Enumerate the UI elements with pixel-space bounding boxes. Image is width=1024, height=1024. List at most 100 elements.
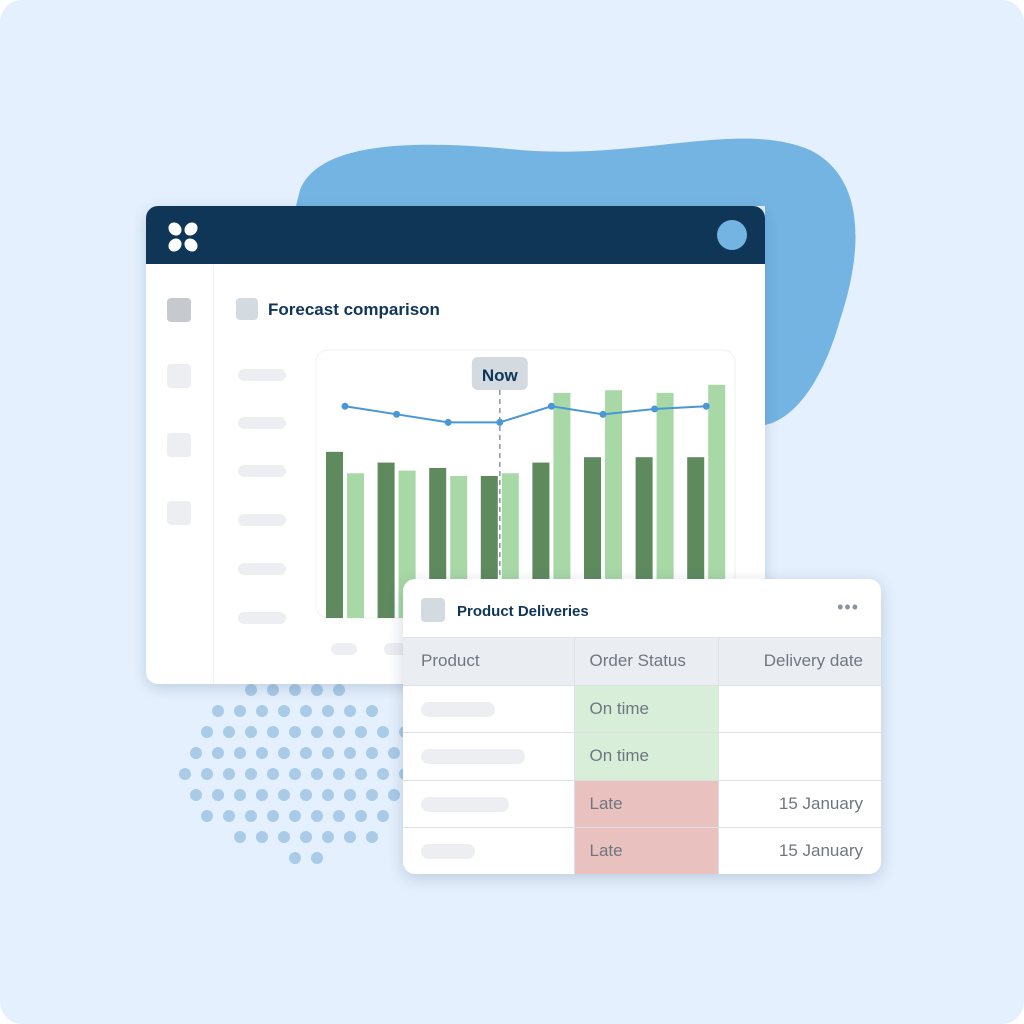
actual-bar: [635, 457, 653, 618]
decorative-dot: [311, 684, 323, 696]
decorative-dot: [300, 789, 312, 801]
decorative-dot: [366, 705, 378, 717]
sidebar: [146, 264, 214, 684]
axis-label-placeholder: [238, 563, 286, 575]
decorative-dot: [223, 810, 235, 822]
delivery-date-cell: [717, 684, 881, 733]
status-cell: Late: [573, 779, 719, 828]
actual-bar: [584, 457, 601, 618]
delivery-date-cell: 15 January: [717, 779, 881, 828]
column-header-order-status[interactable]: Order Status: [573, 637, 719, 686]
decorative-dot: [245, 768, 257, 780]
decorative-dot: [245, 684, 257, 696]
decorative-dot: [289, 852, 301, 864]
column-header-product[interactable]: Product: [403, 637, 575, 686]
status-cell: Late: [573, 827, 719, 874]
trend-point: [496, 418, 504, 426]
decorative-dot: [256, 789, 268, 801]
butterfly-logo-icon: [168, 222, 198, 252]
decorative-dot: [366, 747, 378, 759]
trend-point: [444, 418, 452, 426]
trend-point: [393, 410, 401, 418]
decorative-dot: [300, 705, 312, 717]
decorative-dot: [267, 768, 279, 780]
user-avatar[interactable]: [717, 220, 747, 250]
status-cell: On time: [573, 732, 719, 781]
decorative-dot: [278, 789, 290, 801]
decorative-dot: [322, 789, 334, 801]
decorative-dot: [278, 705, 290, 717]
decorative-dot: [333, 768, 345, 780]
decorative-dot: [278, 747, 290, 759]
decorative-dot: [333, 684, 345, 696]
trend-point: [702, 402, 710, 410]
decorative-dot: [289, 726, 301, 738]
decorative-dot: [333, 810, 345, 822]
decorative-dot: [388, 789, 400, 801]
decorative-dot: [212, 747, 224, 759]
actual-bar: [326, 451, 343, 618]
decorative-dot: [245, 726, 257, 738]
axis-label-placeholder: [238, 612, 286, 624]
delivery-date-cell: [717, 732, 881, 781]
decorative-dot: [366, 789, 378, 801]
product-cell: [403, 684, 575, 733]
decorative-dot: [344, 705, 356, 717]
forecast-bar: [656, 392, 674, 618]
decorative-dot: [234, 747, 246, 759]
delivery-date-cell: 15 January: [717, 827, 881, 874]
sidebar-item[interactable]: [167, 364, 191, 388]
product-cell: [403, 779, 575, 828]
decorative-dot: [234, 831, 246, 843]
now-badge: [471, 357, 528, 390]
card-title: Product Deliveries: [457, 603, 589, 620]
decorative-dot: [333, 726, 345, 738]
decorative-dot: [322, 831, 334, 843]
sidebar-item-active[interactable]: [167, 298, 191, 322]
forecast-bar: [708, 384, 726, 618]
decorative-dot: [223, 768, 235, 780]
decorative-dot: [256, 705, 268, 717]
decorative-dot: [201, 768, 213, 780]
decorative-dot: [190, 747, 202, 759]
decorative-dot: [300, 831, 312, 843]
decorative-dot: [344, 747, 356, 759]
axis-label-placeholder: [331, 643, 357, 655]
decorative-dot: [388, 747, 400, 759]
column-header-delivery-date[interactable]: Delivery date: [717, 637, 881, 686]
now-label: Now: [482, 366, 519, 385]
decorative-dot: [289, 684, 301, 696]
decorative-dot: [344, 831, 356, 843]
table-row[interactable]: On time: [403, 732, 881, 781]
decorative-dot: [300, 747, 312, 759]
sidebar-item[interactable]: [167, 433, 191, 457]
actual-bar: [687, 457, 705, 618]
decorative-dot: [366, 831, 378, 843]
sidebar-item[interactable]: [167, 501, 191, 525]
decorative-dot: [245, 810, 257, 822]
forecast-bar: [347, 473, 364, 618]
decorative-dot: [201, 726, 213, 738]
product-placeholder: [421, 749, 525, 765]
product-deliveries-card: Product Deliveries ••• Product Order Sta…: [403, 579, 881, 874]
axis-label-placeholder: [238, 369, 286, 381]
more-horizontal-icon[interactable]: •••: [837, 597, 859, 617]
table-row[interactable]: Late 15 January: [403, 779, 881, 828]
decorative-dot: [377, 726, 389, 738]
table-row[interactable]: On time: [403, 684, 881, 733]
decorative-dot: [190, 789, 202, 801]
decorative-dot: [355, 726, 367, 738]
trend-point: [651, 405, 659, 413]
decorative-dot: [311, 768, 323, 780]
decorative-dot: [289, 810, 301, 822]
table-row[interactable]: Late 15 January: [403, 827, 881, 874]
decorative-dot: [355, 810, 367, 822]
trend-point: [341, 402, 349, 410]
decorative-dot: [278, 831, 290, 843]
decorative-dot: [267, 726, 279, 738]
decorative-dot: [234, 705, 246, 717]
deliveries-table: Product Order Status Delivery date On ti…: [403, 637, 881, 874]
axis-label-placeholder: [238, 465, 286, 477]
